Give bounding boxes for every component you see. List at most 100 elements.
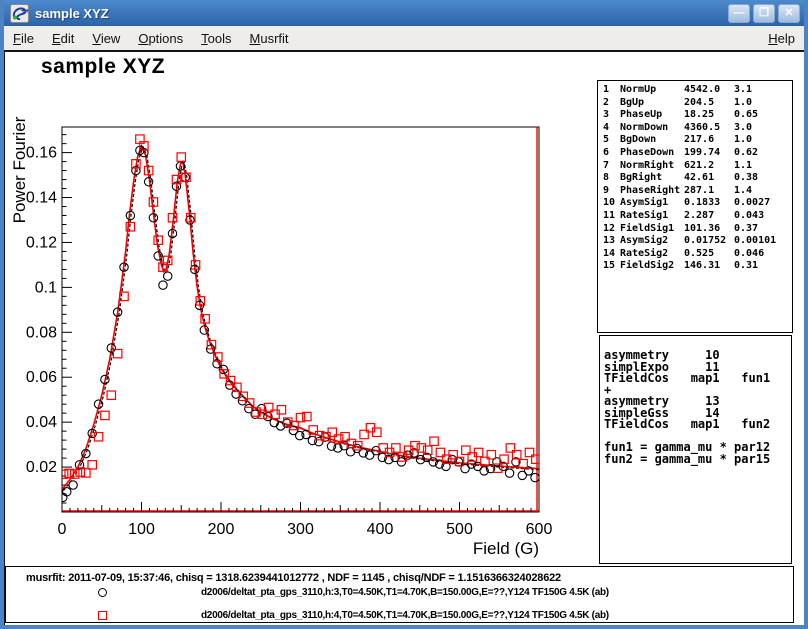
param-n: 13 bbox=[603, 235, 616, 247]
root-logo-icon: ++ bbox=[10, 3, 29, 23]
param-val: 4360.5 bbox=[684, 121, 721, 133]
param-row: 3 PhaseUp 18.25 0.65 bbox=[598, 109, 792, 122]
param-name: NormRight bbox=[620, 159, 675, 171]
menu-tools[interactable]: Tools bbox=[201, 30, 232, 46]
menu-view[interactable]: View bbox=[92, 30, 121, 46]
param-n: 7 bbox=[603, 159, 610, 171]
param-name: FieldSig1 bbox=[620, 222, 675, 234]
svg-text:600: 600 bbox=[526, 521, 553, 538]
param-n: 2 bbox=[603, 96, 610, 108]
param-row: 4 NormDown 4360.5 3.0 bbox=[598, 122, 792, 135]
param-n: 9 bbox=[603, 184, 610, 196]
run-label: d2006/deltat_pta_gps_3110,h:4,T0=4.50K,T… bbox=[201, 610, 609, 621]
data-series-circles bbox=[62, 145, 539, 503]
param-n: 12 bbox=[603, 222, 616, 234]
x-axis-title: Field (G) bbox=[473, 539, 539, 558]
svg-text:0.04: 0.04 bbox=[26, 414, 57, 431]
param-err: 0.00101 bbox=[734, 235, 777, 247]
param-err: 1.1 bbox=[734, 159, 753, 171]
param-row: 15 FieldSig2 146.31 0.31 bbox=[598, 260, 792, 273]
param-val: 146.31 bbox=[684, 260, 721, 272]
info-legend-box[interactable]: musrfit: 2011-07-09, 15:37:46, chisq = 1… bbox=[5, 566, 794, 623]
svg-text:0.02: 0.02 bbox=[26, 459, 57, 476]
param-val: 18.25 bbox=[684, 109, 715, 121]
param-row: 5 BgDown 217.6 1.0 bbox=[598, 134, 792, 147]
param-err: 0.37 bbox=[734, 222, 759, 234]
param-val: 4542.0 bbox=[684, 84, 721, 95]
param-name: PhaseUp bbox=[620, 109, 663, 121]
legend-entry: d2006/deltat_pta_gps_3110,h:4,T0=4.50K,T… bbox=[6, 610, 793, 622]
menu-file[interactable]: File bbox=[13, 30, 34, 46]
param-val: 287.1 bbox=[684, 184, 715, 196]
param-val: 204.5 bbox=[684, 96, 715, 108]
menu-options[interactable]: Options bbox=[138, 30, 184, 46]
menubar: File Edit View Options Tools Musrfit Help bbox=[4, 26, 804, 50]
svg-text:0.14: 0.14 bbox=[26, 190, 57, 207]
param-row: 10 AsymSig1 0.1833 0.0027 bbox=[598, 197, 792, 210]
param-val: 0.1833 bbox=[684, 197, 721, 209]
param-val: 42.61 bbox=[684, 172, 715, 184]
param-row: 13 AsymSig2 0.01752 0.00101 bbox=[598, 235, 792, 248]
svg-text:0.12: 0.12 bbox=[26, 234, 57, 251]
svg-text:++: ++ bbox=[21, 8, 29, 15]
svg-text:200: 200 bbox=[208, 521, 235, 538]
param-row: 7 NormRight 621.2 1.1 bbox=[598, 160, 792, 173]
menu-edit[interactable]: Edit bbox=[51, 30, 75, 46]
open-square-marker-icon bbox=[98, 611, 107, 620]
param-n: 1 bbox=[603, 84, 610, 95]
param-name: AsymSig1 bbox=[620, 197, 669, 209]
svg-text:500: 500 bbox=[446, 521, 473, 538]
fit-curve-solid bbox=[62, 143, 539, 490]
param-row: 1 NormUp 4542.0 3.1 bbox=[598, 84, 792, 97]
param-n: 14 bbox=[603, 247, 616, 259]
theory-statbox[interactable]: asymmetry 10 simplExpo 11 TFieldCos map1… bbox=[599, 335, 792, 564]
svg-text:0.1: 0.1 bbox=[35, 279, 57, 296]
y-axis-title: Power Fourier bbox=[10, 116, 29, 223]
fit-status-line: musrfit: 2011-07-09, 15:37:46, chisq = 1… bbox=[26, 572, 561, 584]
param-val: 2.287 bbox=[684, 209, 715, 221]
param-row: 14 RateSig2 0.525 0.046 bbox=[598, 248, 792, 261]
titlebar[interactable]: ++ sample XYZ — ❒ ✕ bbox=[4, 0, 804, 26]
window-title: sample XYZ bbox=[35, 5, 109, 21]
open-circle-marker-icon bbox=[98, 588, 107, 597]
param-row: 6 PhaseDown 199.74 0.62 bbox=[598, 147, 792, 160]
param-val: 0.01752 bbox=[684, 235, 727, 247]
maximize-button[interactable]: ❒ bbox=[753, 3, 775, 23]
svg-text:400: 400 bbox=[367, 521, 394, 538]
menu-help[interactable]: Help bbox=[768, 30, 795, 46]
param-name: BgDown bbox=[620, 134, 657, 146]
root-canvas[interactable]: 0 100 200 300 400 500 600 Field (G) 0.02 0.04 0.06… bbox=[4, 50, 804, 625]
param-n: 3 bbox=[603, 109, 610, 121]
param-row: 12 FieldSig1 101.36 0.37 bbox=[598, 223, 792, 236]
param-err: 3.1 bbox=[734, 84, 753, 95]
param-val: 0.525 bbox=[684, 247, 715, 259]
minimize-button[interactable]: — bbox=[728, 3, 750, 23]
param-name: PhaseDown bbox=[620, 146, 675, 158]
parameter-statbox[interactable]: 1 NormUp 4542.0 3.1 2 BgUp 204.5 1.0 3 PhaseUp 18.… bbox=[597, 80, 793, 333]
param-name: AsymSig2 bbox=[620, 235, 669, 247]
svg-text:0: 0 bbox=[58, 521, 67, 538]
param-n: 10 bbox=[603, 197, 616, 209]
param-err: 1.0 bbox=[734, 96, 753, 108]
menu-musrfit[interactable]: Musrfit bbox=[249, 30, 289, 46]
param-n: 5 bbox=[603, 134, 610, 146]
run-label: d2006/deltat_pta_gps_3110,h:3,T0=4.50K,T… bbox=[201, 587, 609, 598]
param-err: 0.62 bbox=[734, 146, 759, 158]
plot-title: sample XYZ bbox=[41, 55, 166, 78]
svg-text:0.16: 0.16 bbox=[26, 145, 57, 162]
param-name: RateSig1 bbox=[620, 209, 669, 221]
param-err: 0.0027 bbox=[734, 197, 771, 209]
param-name: PhaseRight bbox=[620, 184, 681, 196]
param-name: NormUp bbox=[620, 84, 657, 95]
param-n: 15 bbox=[603, 260, 616, 272]
close-button[interactable]: ✕ bbox=[778, 3, 800, 23]
param-row: 11 RateSig1 2.287 0.043 bbox=[598, 210, 792, 223]
param-name: NormDown bbox=[620, 121, 669, 133]
param-err: 3.0 bbox=[734, 121, 753, 133]
svg-text:0.06: 0.06 bbox=[26, 369, 57, 386]
param-name: FieldSig2 bbox=[620, 260, 675, 272]
param-n: 4 bbox=[603, 121, 610, 133]
